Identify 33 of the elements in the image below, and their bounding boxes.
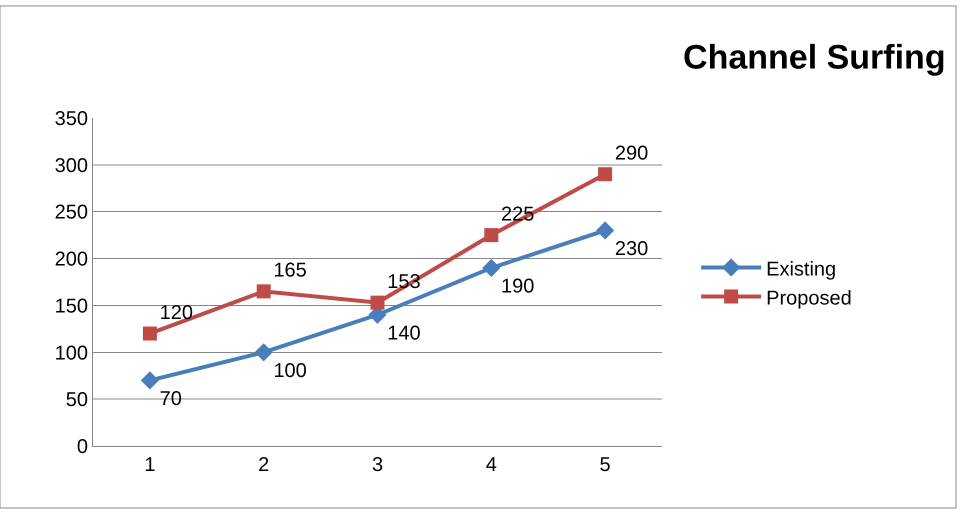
x-tick-label: 4	[486, 454, 497, 476]
y-tick-label: 50	[66, 389, 88, 412]
data-label: 230	[614, 238, 648, 260]
data-label: 290	[614, 142, 648, 164]
y-tick-label: 300	[54, 154, 88, 177]
point	[370, 296, 384, 310]
legend-label: Proposed	[766, 287, 852, 310]
x-tick-label: 1	[144, 454, 156, 476]
point	[254, 343, 273, 362]
data-label: 190	[501, 276, 534, 298]
point	[482, 258, 500, 278]
y-tick-label: 350	[54, 108, 88, 130]
point	[142, 326, 157, 341]
y-tick-label: 250	[54, 202, 88, 224]
point	[140, 371, 159, 390]
y-tick-label: 100	[54, 342, 88, 364]
y-tick-label: 150	[54, 295, 88, 318]
y-tick-label: 0	[76, 436, 88, 458]
data-label: 120	[160, 302, 194, 324]
data-label: 70	[160, 388, 182, 410]
point	[598, 167, 612, 182]
legend-label: Existing	[766, 258, 836, 280]
point	[484, 228, 498, 242]
data-label: 140	[387, 322, 421, 345]
data-label: 100	[273, 360, 307, 382]
point	[256, 284, 271, 298]
y-tick-label: 200	[54, 248, 88, 271]
text: Channel Surfing	[683, 38, 946, 76]
point	[596, 221, 614, 240]
x-tick-label: 5	[600, 454, 611, 476]
x-tick-label: 3	[372, 454, 384, 476]
x-tick-label: 2	[258, 454, 270, 476]
data-label: 165	[273, 260, 307, 282]
